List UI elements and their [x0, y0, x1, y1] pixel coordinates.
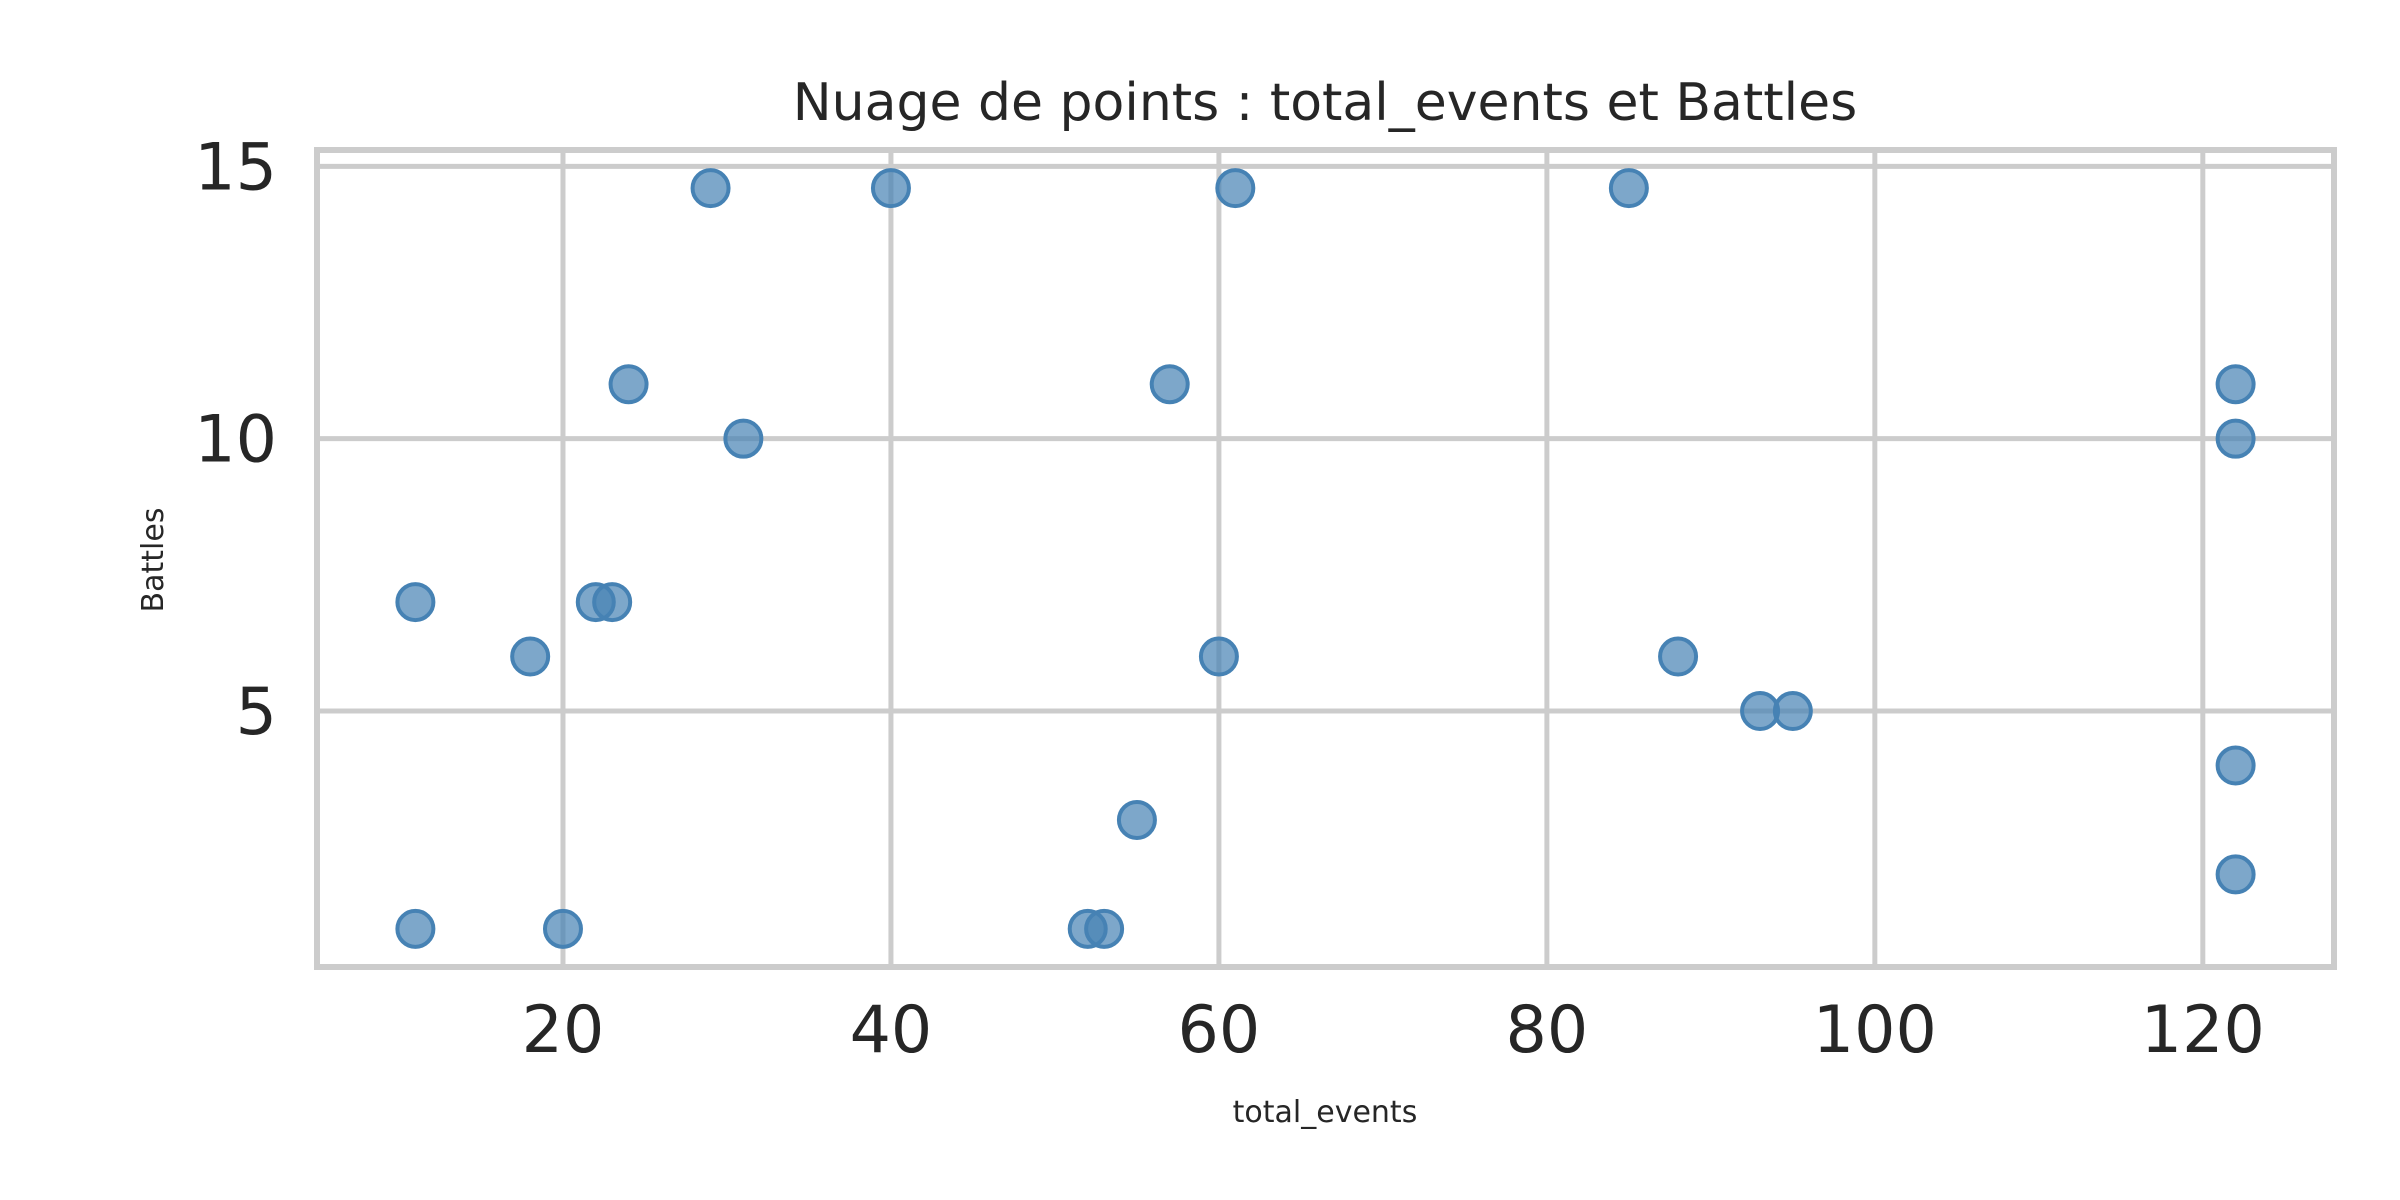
scatter-point [1198, 636, 1239, 677]
y-tick-label: 5 [236, 675, 277, 750]
scatter-point [510, 636, 551, 677]
y-tick-label: 10 [194, 403, 277, 478]
scatter-point [2215, 418, 2256, 459]
scatter-point [2215, 364, 2256, 405]
scatter-point [870, 168, 911, 209]
points-layer [395, 168, 2256, 949]
scatter-point [1084, 908, 1125, 949]
scatter-point [1772, 691, 1813, 732]
grid-layer [317, 150, 2334, 967]
x-axis-label: total_events [1233, 1095, 1418, 1130]
scatter-point [2215, 854, 2256, 895]
scatter-point [1608, 168, 1649, 209]
scatter-point [542, 908, 583, 949]
scatter-point [1116, 799, 1157, 840]
scatter-point [690, 168, 731, 209]
x-tick-label: 100 [1813, 993, 1937, 1068]
plot-frame [314, 147, 2337, 970]
scatter-point [395, 908, 436, 949]
scatter-point [2215, 745, 2256, 786]
scatter-point [1740, 691, 1781, 732]
x-tick-label: 120 [2141, 993, 2265, 1068]
scatter-point [1149, 364, 1190, 405]
x-tick-label: 40 [850, 993, 933, 1068]
y-tick-label: 15 [194, 130, 277, 205]
x-tick-label: 20 [522, 993, 605, 1068]
scatter-point [1215, 168, 1256, 209]
scatter-point [1658, 636, 1699, 677]
chart-title: Nuage de points : total_events et Battle… [793, 73, 1857, 133]
scatter-point [723, 418, 764, 459]
scatter-point [592, 582, 633, 623]
scatter-point [608, 364, 649, 405]
x-tick-label: 80 [1506, 993, 1589, 1068]
y-axis-label: Battles [136, 508, 171, 613]
x-tick-label: 60 [1178, 993, 1261, 1068]
scatter-point [395, 582, 436, 623]
ticks-layer: 20 40 60 80 100 120 5 10 15 [194, 130, 2265, 1068]
